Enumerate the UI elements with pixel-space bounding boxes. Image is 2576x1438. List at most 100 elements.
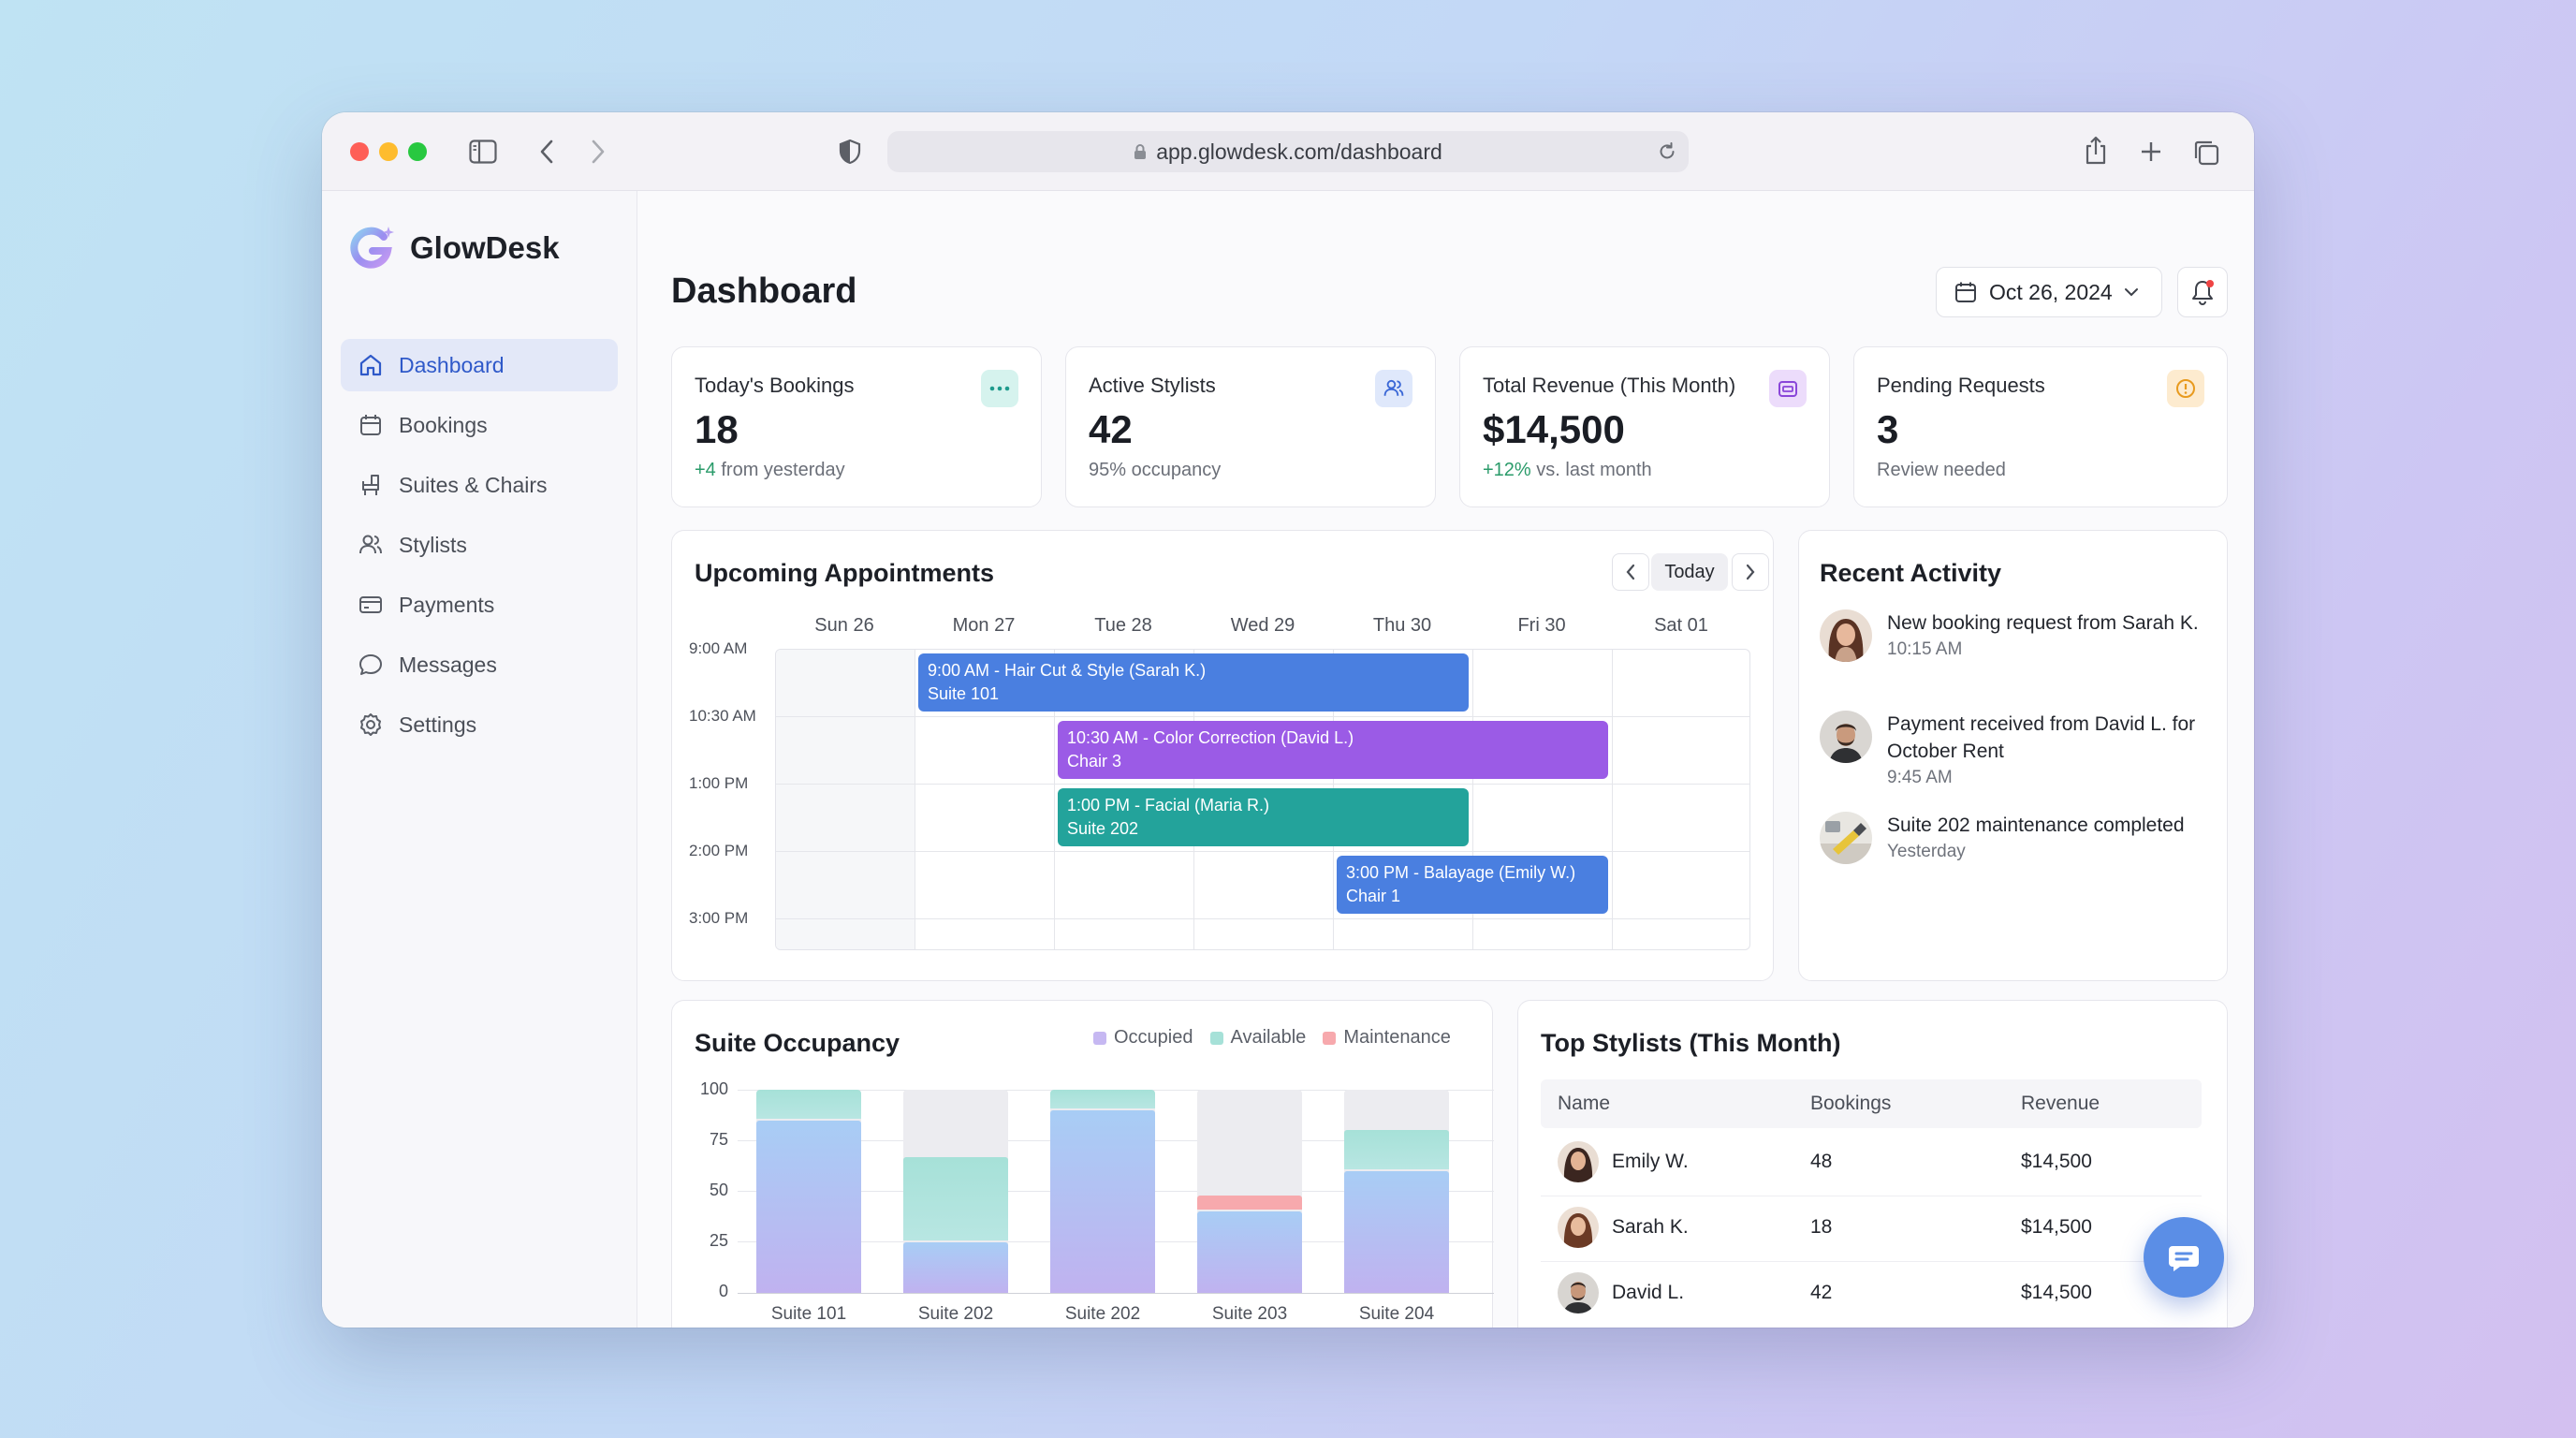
bar-segment-available[interactable] [1050, 1090, 1155, 1108]
chevron-right-icon [1746, 564, 1755, 580]
x-tick-label: Suite 204 [1358, 1304, 1435, 1324]
share-icon[interactable] [2080, 135, 2112, 167]
date-picker[interactable]: Oct 26, 2024 [1936, 267, 2162, 317]
appointments-card: Upcoming Appointments Today Sun 26 Mon 2… [671, 530, 1774, 981]
selected-date: Oct 26, 2024 [1989, 279, 2113, 304]
table-row[interactable]: Emily W. [1558, 1141, 1689, 1182]
message-icon [359, 654, 382, 675]
chair-icon [362, 475, 379, 495]
table-cell-revenue: $14,500 [2021, 1216, 2092, 1238]
users-icon [1375, 370, 1412, 407]
bar-segment-occupied[interactable] [1050, 1109, 1155, 1293]
close-window-button[interactable] [350, 142, 369, 161]
stat-value: 18 [695, 407, 739, 451]
day-header: Mon 27 [952, 615, 1016, 636]
sidebar-item-settings[interactable]: Settings [341, 698, 618, 751]
appointment-event[interactable]: 3:00 PM - Balayage (Emily W.) Chair 1 [1337, 856, 1608, 914]
table-cell-revenue: $14,500 [2021, 1282, 2092, 1303]
table-header [1541, 1079, 2202, 1128]
reload-icon[interactable] [1657, 141, 1677, 162]
calendar-grid[interactable]: 9:00 AM - Hair Cut & Style (Sarah K.) Sui… [775, 649, 1750, 950]
stat-card-revenue[interactable]: Total Revenue (This Month) $14,500 +12% … [1459, 346, 1830, 507]
day-header: Thu 30 [1372, 615, 1432, 636]
dots-icon [981, 370, 1018, 407]
appointment-event[interactable]: 9:00 AM - Hair Cut & Style (Sarah K.) Sui… [918, 653, 1469, 712]
column-header-revenue[interactable]: Revenue [2021, 1093, 2100, 1114]
table-row[interactable]: David L. [1558, 1272, 1684, 1313]
zoom-window-button[interactable] [408, 142, 427, 161]
privacy-shield-icon[interactable] [835, 137, 865, 167]
chat-button[interactable] [2144, 1217, 2224, 1298]
bar-segment-occupied[interactable] [756, 1120, 861, 1293]
activity-item[interactable]: Payment received from David L. for Octob… [1820, 711, 2203, 791]
time-label: 3:00 PM [689, 909, 749, 927]
table-row[interactable]: Sarah K. [1558, 1207, 1689, 1248]
brand[interactable]: GlowDesk [346, 223, 560, 273]
x-axis [738, 1293, 1494, 1294]
bar-track[interactable] [1197, 1090, 1302, 1293]
sidebar-item-messages[interactable]: Messages [341, 638, 618, 691]
calendar-icon [360, 415, 381, 435]
stat-subtext: Review needed [1877, 460, 2006, 480]
appointment-event[interactable]: 1:00 PM - Facial (Maria R.) Suite 202 [1058, 788, 1469, 846]
bar-segment-maintenance[interactable] [1197, 1195, 1302, 1211]
bar-segment-available[interactable] [903, 1156, 1008, 1240]
bar-track[interactable] [1050, 1090, 1155, 1293]
address-bar[interactable]: app.glowdesk.com/dashboard [887, 131, 1689, 172]
column-header-name[interactable]: Name [1558, 1093, 1611, 1114]
time-label: 10:30 AM [689, 707, 756, 725]
sidebar-item-bookings[interactable]: Bookings [341, 399, 618, 451]
today-button[interactable]: Today [1651, 553, 1728, 591]
sidebar-item-stylists[interactable]: Stylists [341, 519, 618, 571]
x-tick-label: Suite 202 [917, 1304, 994, 1324]
alert-icon [2167, 370, 2204, 407]
stat-card-bookings[interactable]: Today's Bookings 18 +4 from yesterday [671, 346, 1042, 507]
x-tick-label: Suite 203 [1211, 1304, 1288, 1324]
prev-week-button[interactable] [1612, 553, 1649, 591]
stat-card-pending[interactable]: Pending Requests 3 Review needed [1853, 346, 2228, 507]
activity-item[interactable]: Suite 202 maintenance completed Yesterda… [1820, 812, 2203, 865]
page-title: Dashboard [671, 271, 857, 311]
sidebar-toggle-icon[interactable] [468, 137, 498, 167]
y-tick-label: 25 [709, 1231, 728, 1250]
minimize-window-button[interactable] [379, 142, 398, 161]
notifications-button[interactable] [2177, 267, 2228, 317]
stat-value: $14,500 [1483, 407, 1625, 451]
appointment-event[interactable]: 10:30 AM - Color Correction (David L.) Ch… [1058, 721, 1608, 779]
new-tab-icon[interactable] [2136, 137, 2166, 167]
back-icon[interactable] [534, 139, 560, 165]
table-cell-revenue: $14,500 [2021, 1151, 2092, 1172]
stat-card-stylists[interactable]: Active Stylists 42 95% occupancy [1065, 346, 1436, 507]
table-cell-bookings: 18 [1810, 1216, 1833, 1238]
bar-segment-available[interactable] [1344, 1130, 1449, 1169]
bar-segment-occupied[interactable] [1197, 1211, 1302, 1293]
bar-track[interactable] [756, 1090, 861, 1293]
next-week-button[interactable] [1732, 553, 1769, 591]
sidebar-item-payments[interactable]: Payments [341, 579, 618, 631]
sidebar-item-label: Bookings [399, 412, 488, 437]
forward-icon[interactable] [585, 139, 611, 165]
browser-toolbar: app.glowdesk.com/dashboard [322, 112, 2254, 191]
legend-swatch-maintenance [1323, 1031, 1337, 1045]
avatar [1820, 609, 1872, 662]
tab-overview-icon[interactable] [2190, 137, 2222, 169]
stat-label: Pending Requests [1877, 374, 2045, 397]
avatar [1558, 1141, 1599, 1182]
day-header: Sat 01 [1654, 615, 1708, 636]
bar-segment-occupied[interactable] [903, 1241, 1008, 1293]
column-header-bookings[interactable]: Bookings [1810, 1093, 1892, 1114]
sidebar-item-dashboard[interactable]: Dashboard [341, 339, 618, 391]
browser-window: app.glowdesk.com/dashboard Glo [322, 112, 2254, 1328]
bar-track[interactable] [903, 1090, 1008, 1293]
sidebar-item-label: Settings [399, 712, 477, 737]
bar-track[interactable] [1344, 1090, 1449, 1293]
stat-subtext: +4 from yesterday [695, 460, 845, 480]
maintenance-image [1820, 812, 1872, 864]
url-text: app.glowdesk.com/dashboard [1156, 139, 1442, 164]
bar-segment-available[interactable] [756, 1090, 861, 1119]
users-icon [359, 535, 382, 554]
bar-segment-occupied[interactable] [1344, 1170, 1449, 1293]
sidebar-item-suites-chairs[interactable]: Suites & Chairs [341, 459, 618, 511]
activity-item[interactable]: New booking request from Sarah K. 10:15 … [1820, 609, 2203, 663]
top-stylists-card: Top Stylists (This Month) Name Bookings … [1517, 1000, 2228, 1328]
